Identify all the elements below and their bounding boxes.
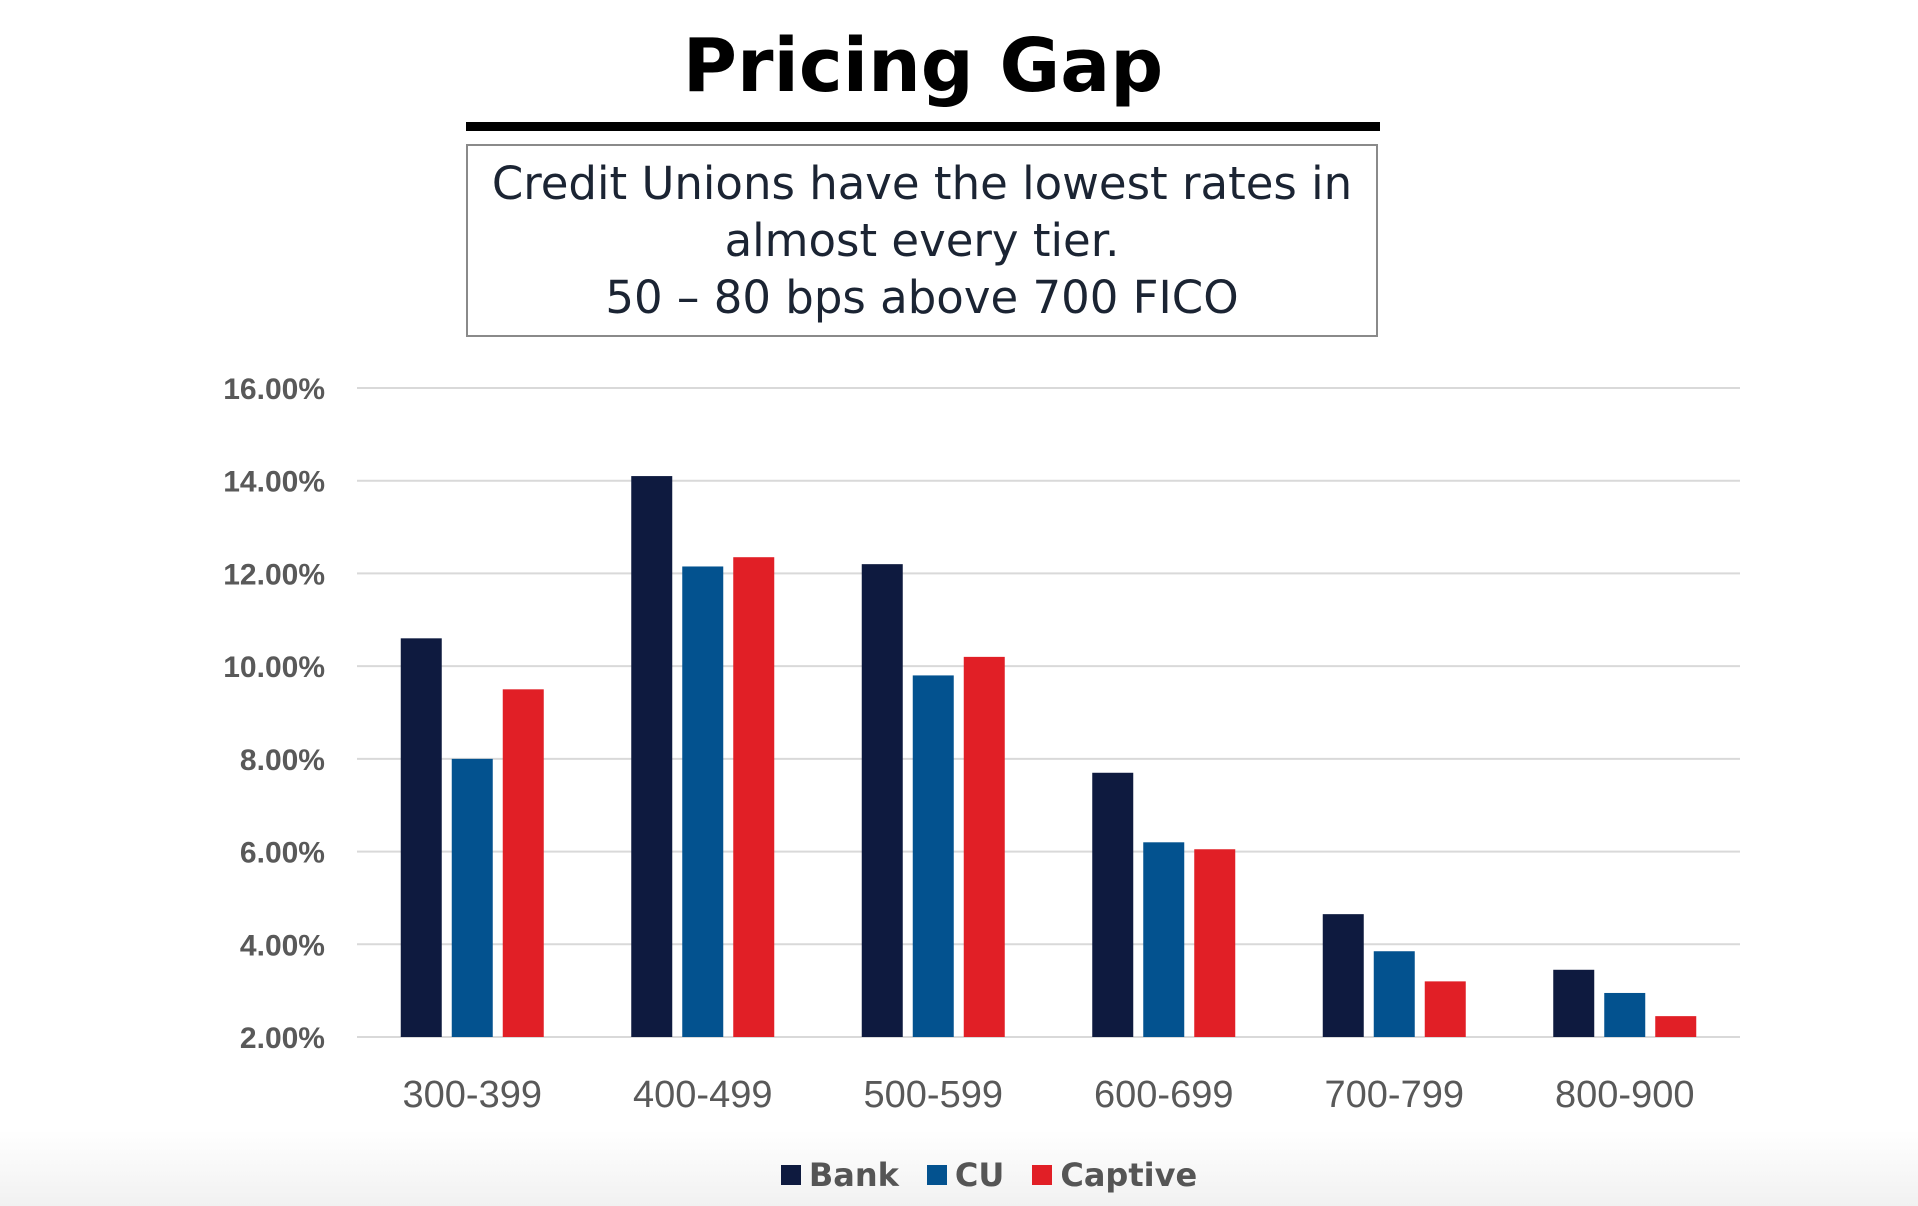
bar-bank-700-799 bbox=[1322, 914, 1364, 1037]
subtitle-line-1: Credit Unions have the lowest rates in bbox=[491, 157, 1353, 210]
bar-cu-300-399 bbox=[451, 758, 493, 1037]
bar-cu-400-499 bbox=[682, 566, 724, 1037]
bars bbox=[400, 476, 1697, 1037]
y-tick-label: 16.00% bbox=[223, 373, 325, 406]
legend-label-bank: Bank bbox=[808, 1156, 899, 1194]
bar-captive-300-399 bbox=[502, 689, 544, 1037]
bar-cu-800-900 bbox=[1604, 992, 1646, 1037]
legend-label-captive: Captive bbox=[1060, 1156, 1198, 1194]
x-tick-label: 800-900 bbox=[1555, 1074, 1694, 1116]
bar-captive-400-499 bbox=[733, 557, 775, 1037]
x-tick-label: 700-799 bbox=[1325, 1074, 1464, 1116]
gridlines bbox=[357, 387, 1740, 1038]
y-tick-label: 2.00% bbox=[240, 1022, 325, 1055]
subtitle-line-2: almost every tier. bbox=[724, 214, 1120, 267]
subtitle-line-3: 50 – 80 bps above 700 FICO bbox=[605, 271, 1239, 324]
bar-captive-800-900 bbox=[1655, 1016, 1697, 1037]
y-axis-ticks: 2.00% 4.00% 6.00% 8.00% 10.00% 12.00% 14.00% 16… bbox=[223, 373, 325, 1055]
x-tick-label: 500-599 bbox=[864, 1074, 1003, 1116]
bar-bank-500-599 bbox=[861, 564, 903, 1037]
bar-captive-600-699 bbox=[1194, 849, 1236, 1037]
x-tick-label: 600-699 bbox=[1094, 1074, 1233, 1116]
y-tick-label: 8.00% bbox=[240, 744, 325, 777]
y-tick-label: 6.00% bbox=[240, 837, 325, 870]
legend-item-cu: CU bbox=[926, 1155, 1005, 1195]
legend-swatch-captive bbox=[1032, 1165, 1053, 1185]
bottom-shade bbox=[0, 1130, 1918, 1206]
legend-swatch-bank bbox=[780, 1165, 801, 1185]
y-tick-label: 10.00% bbox=[223, 651, 325, 684]
chart-title: Pricing Gap bbox=[682, 23, 1164, 109]
x-axis-ticks: 300-399 400-499 500-599 600-699 700-799 800-9… bbox=[403, 1074, 1695, 1116]
bar-captive-700-799 bbox=[1424, 981, 1466, 1037]
y-tick-label: 12.00% bbox=[223, 558, 325, 591]
legend-item-bank: Bank bbox=[780, 1155, 899, 1195]
y-tick-label: 4.00% bbox=[240, 929, 325, 962]
x-tick-label: 300-399 bbox=[403, 1074, 542, 1116]
bar-bank-400-499 bbox=[631, 476, 673, 1037]
bar-cu-500-599 bbox=[912, 675, 954, 1037]
legend: Bank CU Captive bbox=[30, 1155, 1918, 1195]
y-tick-label: 14.00% bbox=[223, 466, 325, 499]
subtitle-box: Credit Unions have the lowest rates in a… bbox=[466, 144, 1378, 337]
bar-cu-700-799 bbox=[1373, 951, 1415, 1037]
bar-cu-600-699 bbox=[1143, 842, 1185, 1037]
legend-item-captive: Captive bbox=[1032, 1155, 1197, 1195]
legend-swatch-cu bbox=[926, 1165, 947, 1185]
subtitle-text: Credit Unions have the lowest rates in a… bbox=[492, 155, 1352, 326]
bar-captive-500-599 bbox=[963, 656, 1005, 1037]
title-underline bbox=[466, 122, 1380, 131]
legend-label-cu: CU bbox=[954, 1156, 1005, 1194]
x-tick-label: 400-499 bbox=[633, 1074, 772, 1116]
bar-bank-600-699 bbox=[1092, 772, 1134, 1037]
bar-bank-300-399 bbox=[400, 638, 442, 1037]
bar-bank-800-900 bbox=[1553, 969, 1595, 1037]
